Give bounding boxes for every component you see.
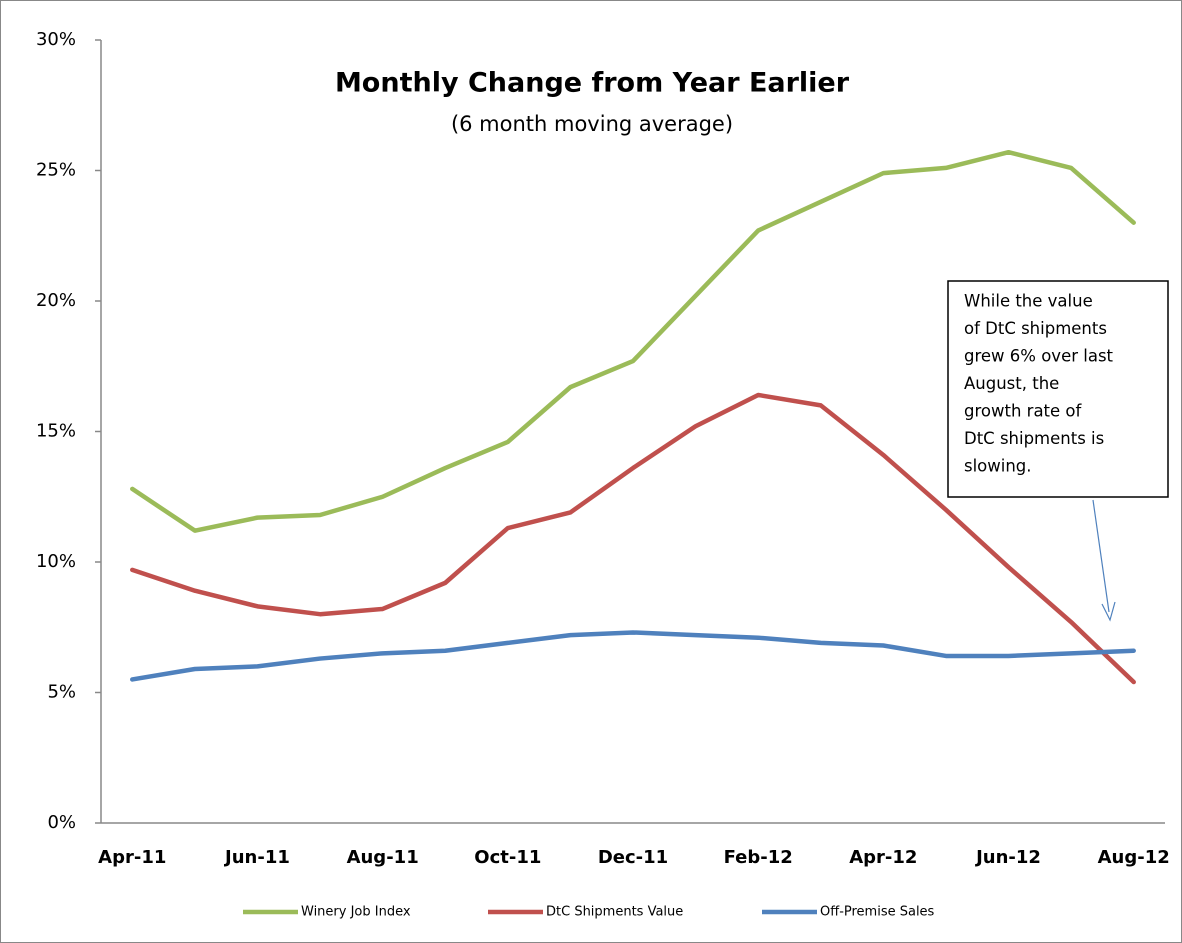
x-tick-label: Apr-12 xyxy=(849,847,917,868)
series-line xyxy=(130,630,1136,682)
x-tick-label: Aug-11 xyxy=(347,847,419,868)
chart-subtitle: (6 month moving average) xyxy=(451,112,733,136)
annotation-box xyxy=(947,280,1169,498)
annotation: While the value of DtC shipments grew 6% o… xyxy=(964,292,1114,476)
x-tick-label: Oct-11 xyxy=(474,847,541,868)
y-tick-label: 20% xyxy=(36,290,76,311)
x-tick-label: Aug-12 xyxy=(1098,847,1170,868)
series-line xyxy=(130,149,1136,533)
y-tick-label: 30% xyxy=(36,29,76,50)
arrow-head xyxy=(1101,601,1116,622)
y-tick-label: 15% xyxy=(36,421,76,442)
annotation-line: grew 6% over last xyxy=(964,347,1114,366)
annotation-line: While the value xyxy=(964,292,1093,311)
x-tick-label: Feb-12 xyxy=(724,847,793,868)
x-tick-label: Dec-11 xyxy=(598,847,668,868)
y-tick-label: 5% xyxy=(47,682,76,703)
annotation-line: DtC shipments is xyxy=(964,429,1104,448)
x-tick-label: Apr-11 xyxy=(98,847,166,868)
y-tick-label: 10% xyxy=(36,551,76,572)
annotation-line: slowing. xyxy=(964,457,1032,476)
series-line xyxy=(130,392,1136,685)
chart-title: Monthly Change from Year Earlier xyxy=(335,68,850,99)
x-tick-label: Jun-11 xyxy=(223,847,290,868)
annotation-line: August, the xyxy=(964,374,1059,393)
annotation-line: of DtC shipments xyxy=(964,319,1107,338)
y-tick-label: 25% xyxy=(36,160,76,181)
legend-label: Winery Job Index xyxy=(301,905,411,920)
legend-label: DtC Shipments Value xyxy=(546,905,683,920)
legend-label: Off-Premise Sales xyxy=(820,905,935,920)
annotation-line: growth rate of xyxy=(964,402,1083,421)
x-tick-label: Jun-12 xyxy=(974,847,1041,868)
annotation-arrow xyxy=(1092,499,1110,613)
y-tick-label: 0% xyxy=(47,812,76,833)
